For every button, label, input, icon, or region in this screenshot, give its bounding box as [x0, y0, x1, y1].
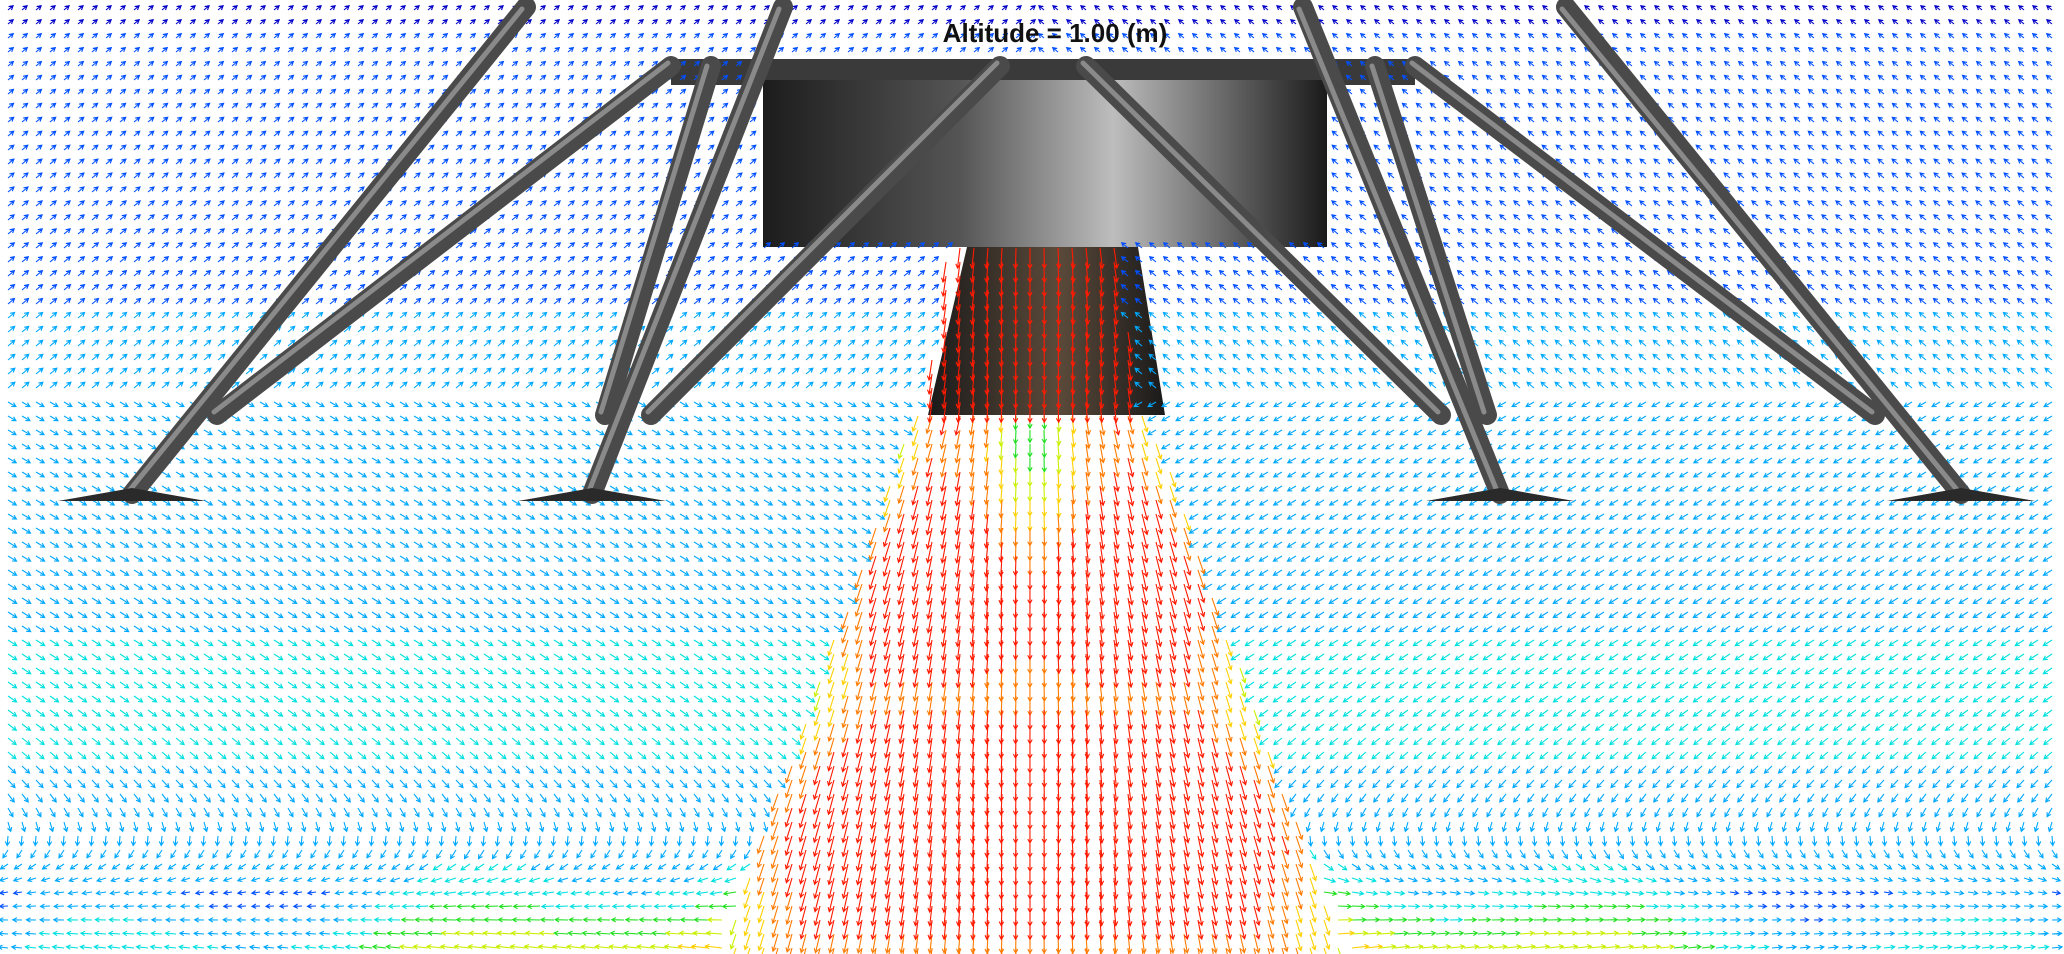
page: {"title": "Altitude = 1.00 (m)"}: [0, 0, 2064, 954]
nozzle: [928, 247, 1165, 415]
lander-body: [671, 59, 1415, 415]
leg-highlight: [1562, 9, 1958, 491]
altitude-label: Altitude = 1.00 (m): [943, 18, 1168, 48]
foot-pad: [1887, 488, 2035, 501]
plume-visualization: Altitude = 1.00 (m): [0, 0, 2064, 954]
foot-pad: [1426, 488, 1574, 501]
